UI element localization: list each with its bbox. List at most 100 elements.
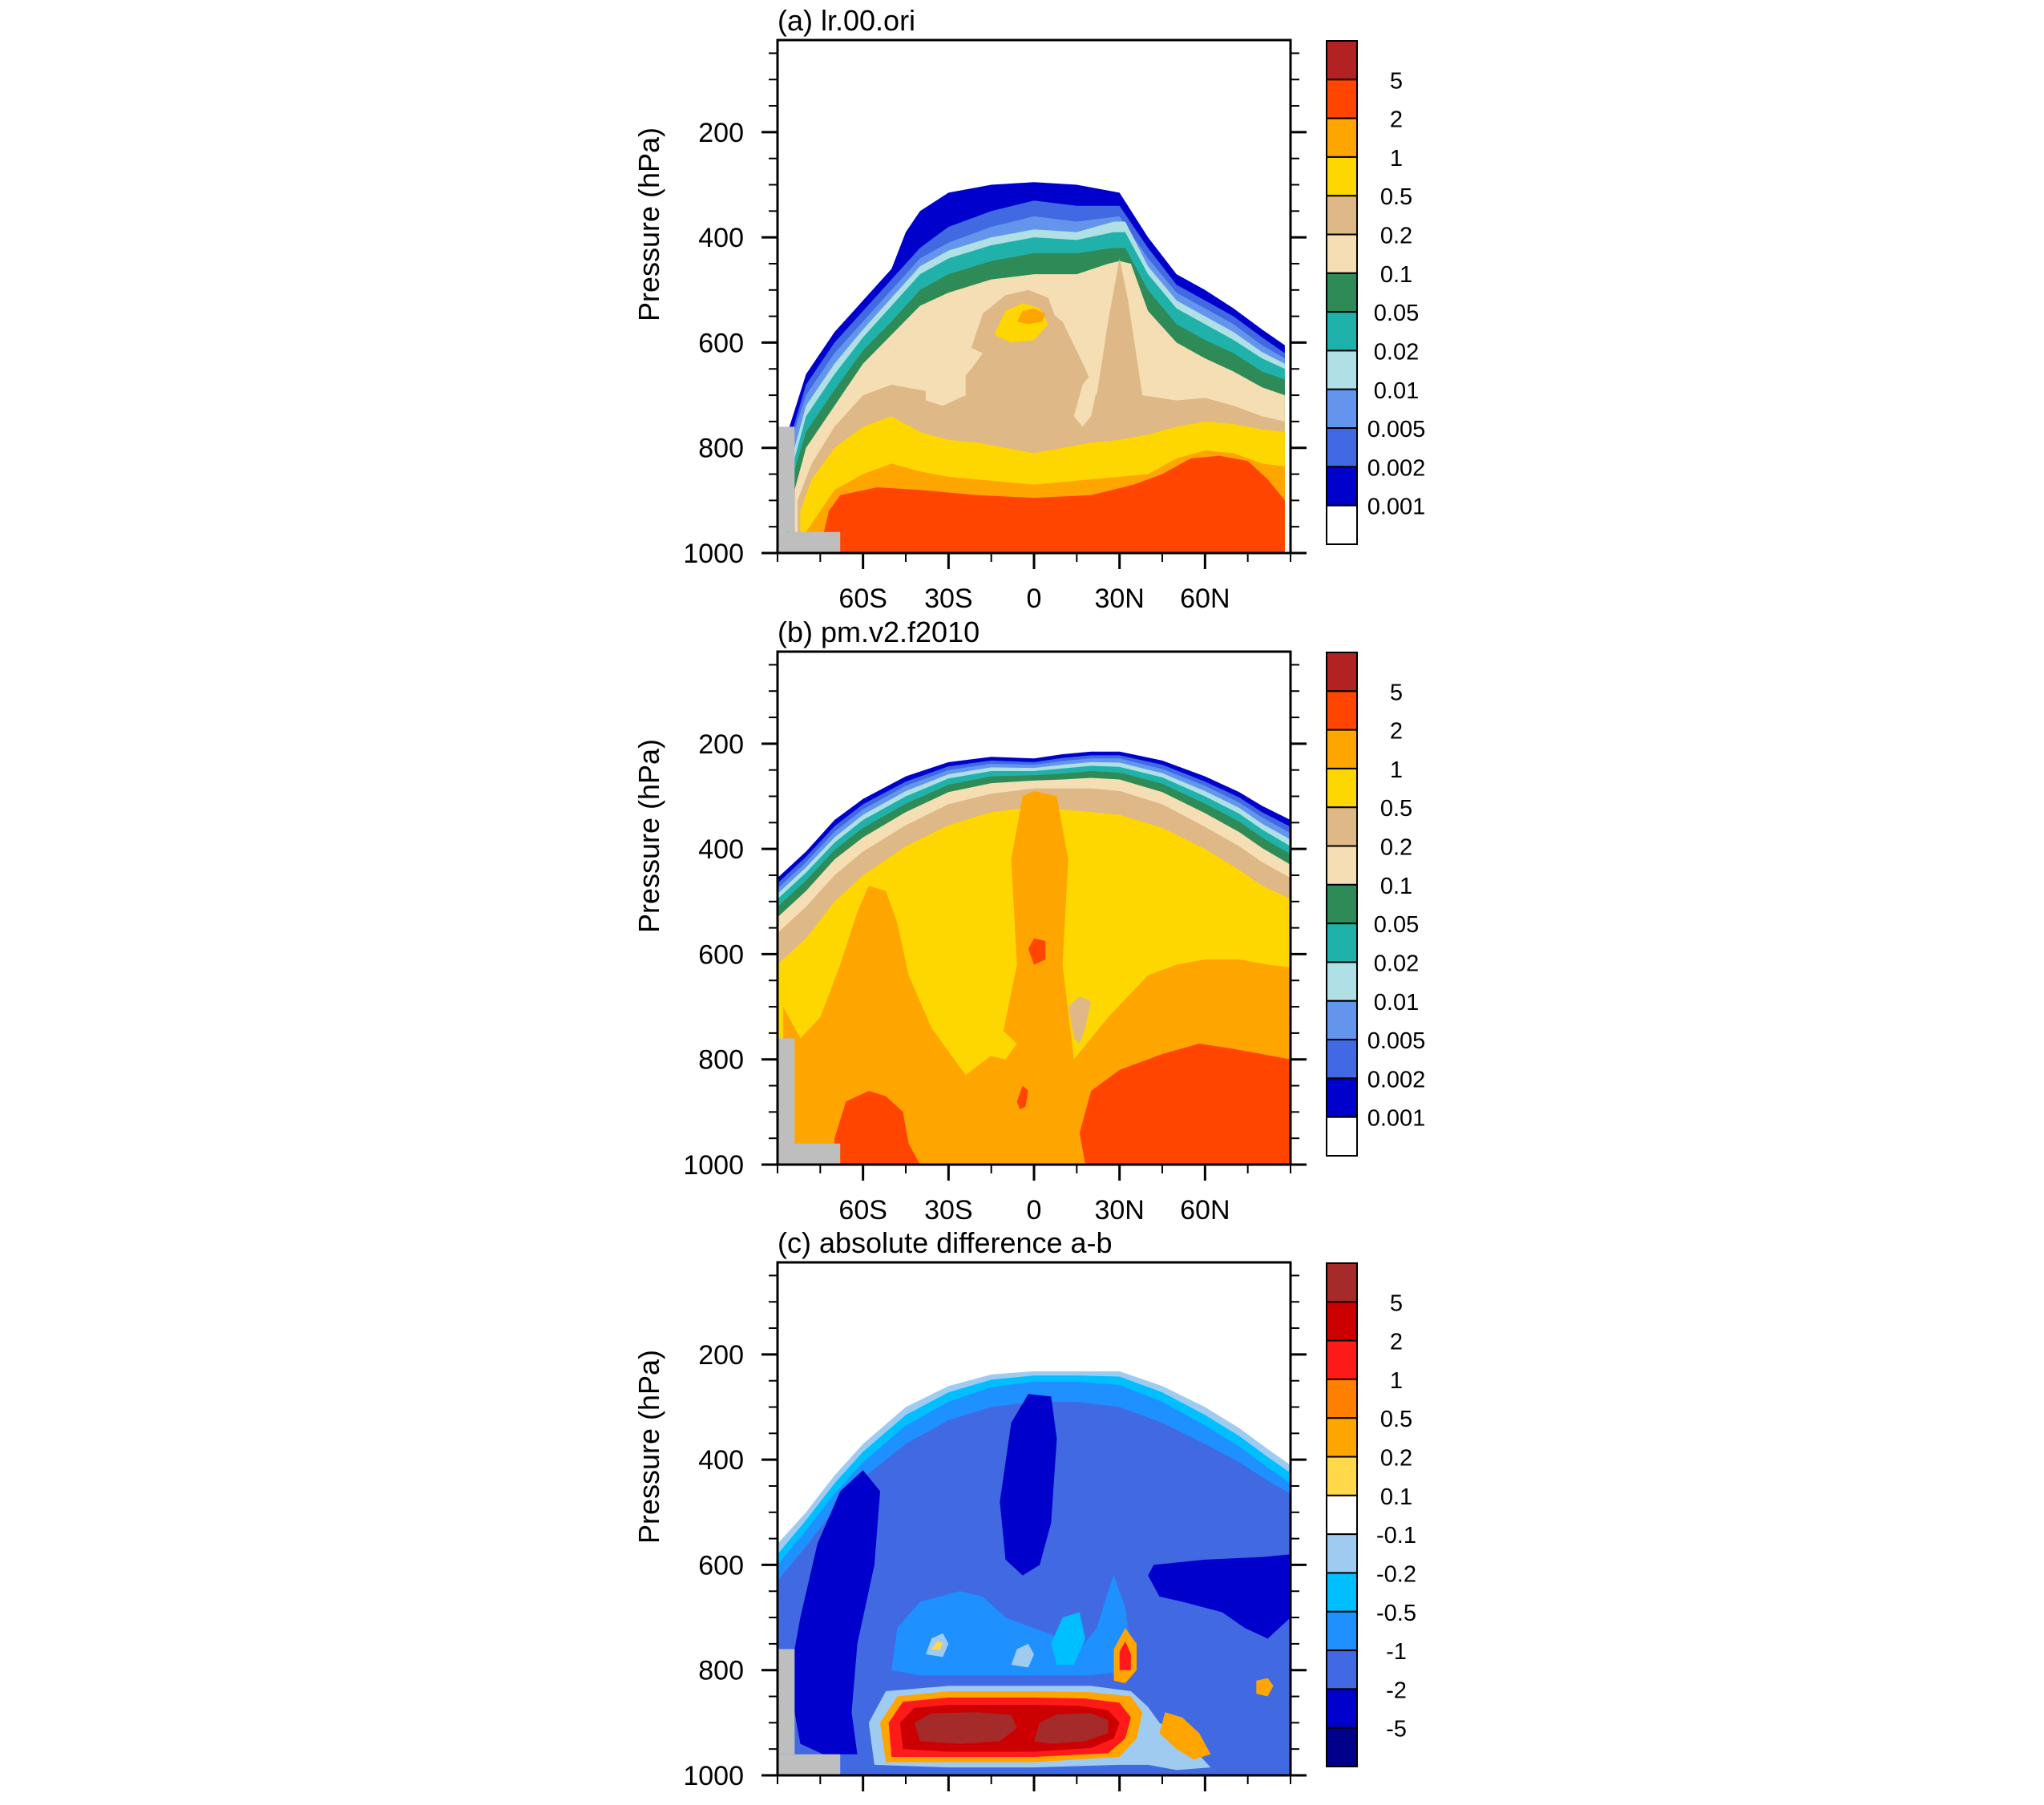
colorbar-swatch [1326,466,1358,507]
colorbar-swatch [1326,1301,1358,1342]
contour-level-4 [1159,1712,1211,1760]
colorbar-swatch [1326,690,1358,731]
colorbar-label: 2 [1390,1330,1403,1355]
y-tick-label: 600 [698,1550,744,1581]
colorbar-label: 1 [1390,757,1403,783]
colorbar-label: 0.001 [1367,1106,1426,1132]
x-tick-label: 30N [1094,1195,1144,1226]
land-mask [778,426,795,532]
colorbar-swatch [1326,1494,1358,1536]
y-tick-label: 400 [698,834,744,865]
colorbar-label: 0.2 [1380,1446,1412,1472]
plot-area [778,40,1291,553]
y-tick-label: 400 [698,1445,744,1476]
colorbar-label: 0.002 [1367,455,1426,481]
y-tick-label: 800 [698,1656,744,1686]
colorbar-swatch [1326,845,1358,886]
contour-level-4 [1068,995,1092,1044]
contour-level-1 [820,455,1285,553]
y-tick-label: 1000 [683,1150,744,1181]
x-tick-label: 0 [1027,1195,1042,1226]
colorbar-label: 0.02 [1374,951,1419,976]
panel-1: 200 400 600 800 1000 60S 30S 0 30N 60N (b) pm.v2.f… [632,616,1425,1226]
plot-area [778,1262,1291,1775]
colorbar-swatch [1326,1610,1358,1652]
x-tick-label: 30S [924,1195,973,1226]
colorbar-swatch [1326,1417,1358,1458]
colorbar-swatch [1326,923,1358,963]
colorbar-label: 0.1 [1380,874,1412,899]
colorbar-label: 0.5 [1380,184,1412,210]
colorbar-label: 1 [1390,146,1403,172]
y-tick-label: 200 [698,118,744,148]
colorbar-swatch [1326,652,1358,693]
colorbar-label: 0.5 [1380,1407,1412,1432]
x-tick-label: 60S [838,1195,887,1226]
panel-title: (a) lr.00.ori [778,4,915,37]
land-mask [778,531,841,553]
figure-panels: 200 400 600 800 1000 60S 30S 0 30N 60N (a) lr.00.o… [632,4,1425,1791]
y-tick-label: 1000 [683,1761,744,1791]
y-tick-label: 800 [698,434,744,464]
contour-level-11 [789,1470,880,1755]
colorbar-swatch [1326,233,1358,274]
y-axis-label: Pressure (hPa) [632,739,665,933]
colorbar-label: 5 [1390,680,1403,705]
contour-level-3 [931,948,1017,1060]
contour-level-5 [1073,374,1097,427]
colorbar-swatch [1326,1039,1358,1080]
y-tick-label: 1000 [683,539,744,569]
colorbar-swatch [1326,961,1358,1002]
colorbar-swatch [1326,1456,1358,1496]
x-tick-label: 60N [1180,1195,1230,1226]
colorbar-label: 2 [1390,107,1403,133]
y-tick-label: 800 [698,1045,744,1076]
y-axis-label: Pressure (hPa) [632,127,665,321]
x-tick-label: 60S [838,583,887,614]
y-tick-label: 200 [698,1340,744,1371]
colorbar-label: 0.05 [1374,912,1419,938]
land-mask [778,1038,795,1144]
land-mask [778,1649,795,1755]
colorbar-swatch [1326,155,1358,197]
colorbar-swatch [1326,883,1358,925]
land-mask [778,1143,841,1165]
colorbar-swatch [1326,999,1358,1041]
colorbar-label: 5 [1390,1290,1403,1316]
colorbar-swatch [1326,1533,1358,1574]
y-tick-label: 600 [698,328,744,358]
colorbar-swatch [1326,388,1358,430]
colorbar-swatch [1326,1572,1358,1613]
contour-level-0 [914,1712,1017,1744]
colorbar-swatch [1326,767,1358,809]
contour-level-2 [1016,308,1046,325]
panel-title: (c) absolute difference a-b [778,1226,1113,1259]
colorbar-label: -0.2 [1376,1561,1416,1587]
colorbar-label: 0.5 [1380,796,1412,822]
contour-level-7 [1011,1643,1034,1668]
panel-0: 200 400 600 800 1000 60S 30S 0 30N 60N (a) lr.00.o… [632,4,1425,614]
colorbar-label: -5 [1386,1717,1407,1742]
colorbar-label: -1 [1386,1639,1407,1665]
contour-level-1 [1028,938,1046,965]
colorbar-label: 5 [1390,68,1403,94]
colorbar-swatch [1326,311,1358,352]
colorbar-swatch [1326,117,1358,158]
colorbar-label: 0.1 [1380,262,1412,288]
contour-level-2 [1119,1641,1131,1670]
x-tick-label: 0 [1027,583,1042,614]
colorbar-swatch [1326,729,1358,769]
colorbar-swatch [1326,1116,1358,1157]
contour-level-1 [834,1091,920,1165]
contour-level-0 [1034,1713,1109,1744]
contour-level-5 [925,363,966,406]
colorbar-swatch [1326,504,1358,546]
colorbar-label: 0.005 [1367,417,1426,442]
colorbar-swatch [1326,1262,1358,1303]
colorbar-label: 0.02 [1374,339,1419,365]
colorbar-swatch [1326,272,1358,313]
colorbar-swatch [1326,1077,1358,1118]
x-tick-label: 30N [1094,583,1144,614]
colorbar-label: 0.002 [1367,1067,1426,1092]
